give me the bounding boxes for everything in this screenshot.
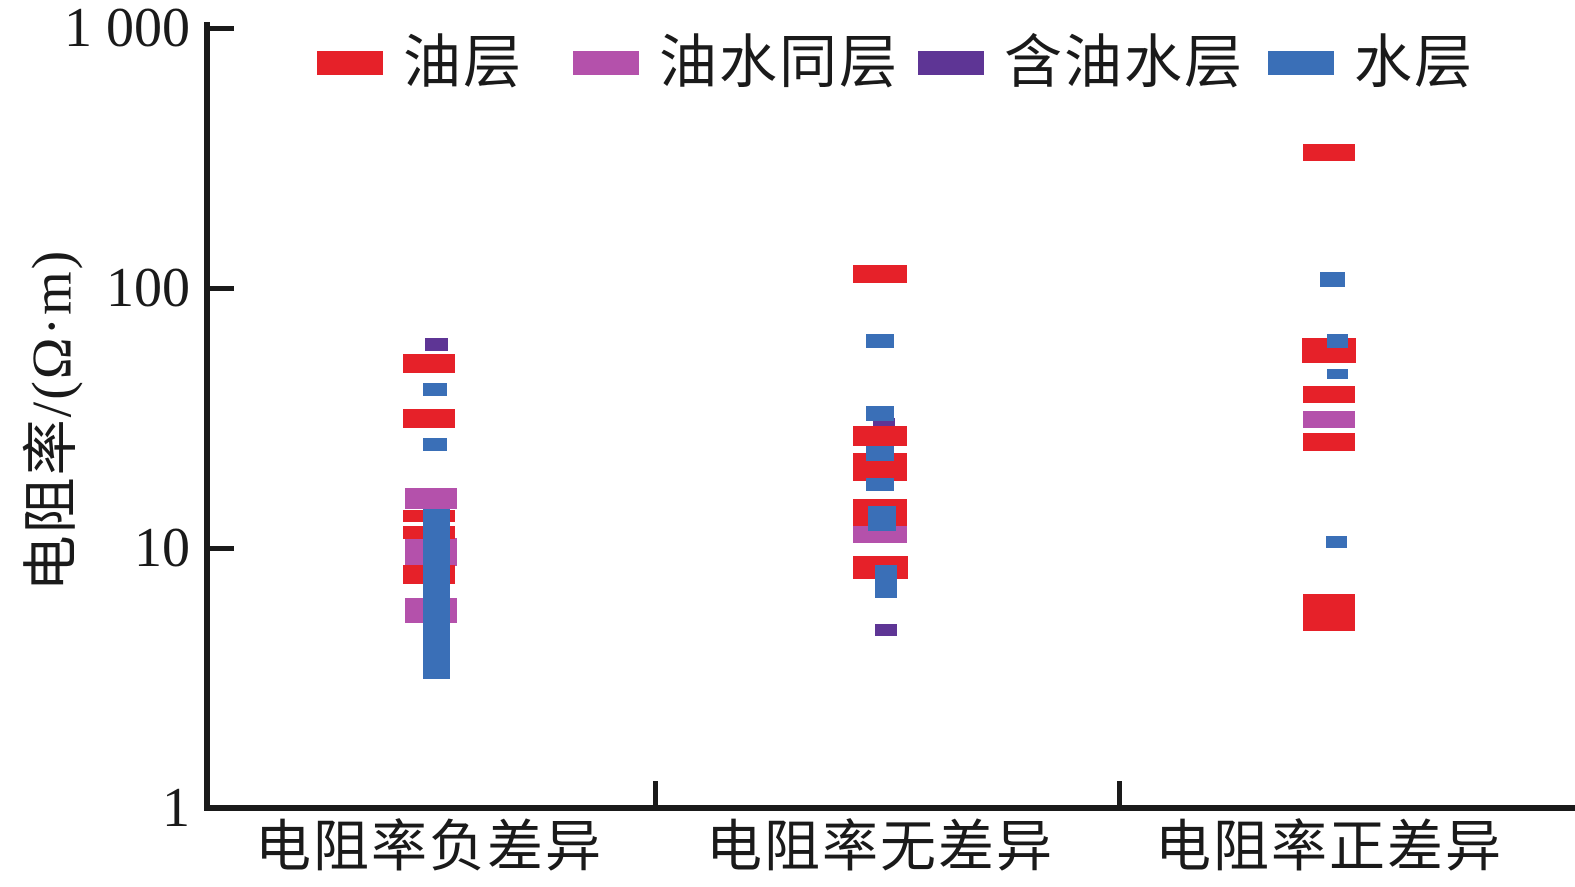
y-axis-line: [204, 22, 210, 811]
marker-oil: [1303, 385, 1355, 403]
y-tick-label: 10: [134, 517, 190, 579]
marker-oily-water: [875, 623, 897, 636]
y-tick-label: 100: [106, 257, 190, 319]
legend-item-oil: 油层: [317, 32, 523, 94]
marker-water: [868, 505, 896, 531]
x-axis-line: [204, 805, 1575, 811]
x-category-label: 电阻率无差异: [706, 817, 1054, 879]
marker-water: [866, 478, 894, 492]
marker-oil-water-same: [405, 488, 457, 509]
marker-oily-water: [873, 417, 895, 429]
x-tick: [1116, 781, 1122, 805]
legend-label: 油层: [403, 30, 524, 95]
y-tick: [210, 805, 234, 811]
marker-oil: [403, 353, 455, 373]
legend-label: 油水同层: [659, 30, 900, 95]
marker-water: [866, 406, 894, 422]
marker-oily-water: [424, 337, 448, 351]
marker-water: [423, 383, 447, 397]
marker-water: [422, 509, 450, 679]
x-category-label: 电阻率正差异: [1155, 817, 1503, 879]
y-tick-label: 1: [162, 777, 190, 839]
marker-oil: [853, 265, 907, 284]
y-tick: [210, 285, 234, 291]
marker-water: [866, 333, 894, 348]
marker-water: [1319, 271, 1345, 287]
legend-item-water: 水层: [1268, 32, 1474, 94]
y-tick: [210, 25, 234, 31]
legend-item-oil-water-same: 油水同层: [573, 32, 899, 94]
legend-swatch-oil: [317, 51, 383, 75]
y-tick: [210, 545, 234, 551]
legend-label: 水层: [1354, 30, 1475, 95]
marker-water: [866, 445, 894, 461]
marker-oil: [1303, 593, 1355, 631]
x-category-label: 电阻率负差异: [255, 817, 603, 879]
marker-water: [1326, 333, 1348, 348]
marker-water: [1326, 368, 1348, 379]
marker-water: [875, 565, 897, 599]
legend-label: 含油水层: [1004, 30, 1245, 95]
legend-swatch-oil-water-same: [573, 51, 639, 75]
marker-oil: [403, 408, 455, 428]
marker-oil: [853, 425, 907, 446]
y-tick-label: 1 000: [64, 0, 190, 59]
legend-swatch-oily-water: [918, 51, 984, 75]
legend-item-oily-water: 含油水层: [918, 32, 1244, 94]
legend-swatch-water: [1268, 51, 1334, 75]
x-tick: [652, 781, 658, 805]
marker-water: [423, 438, 447, 452]
marker-oil-water-same: [1303, 411, 1355, 429]
marker-water: [1325, 536, 1347, 549]
marker-oil: [1303, 144, 1355, 161]
marker-oil: [1303, 432, 1355, 451]
